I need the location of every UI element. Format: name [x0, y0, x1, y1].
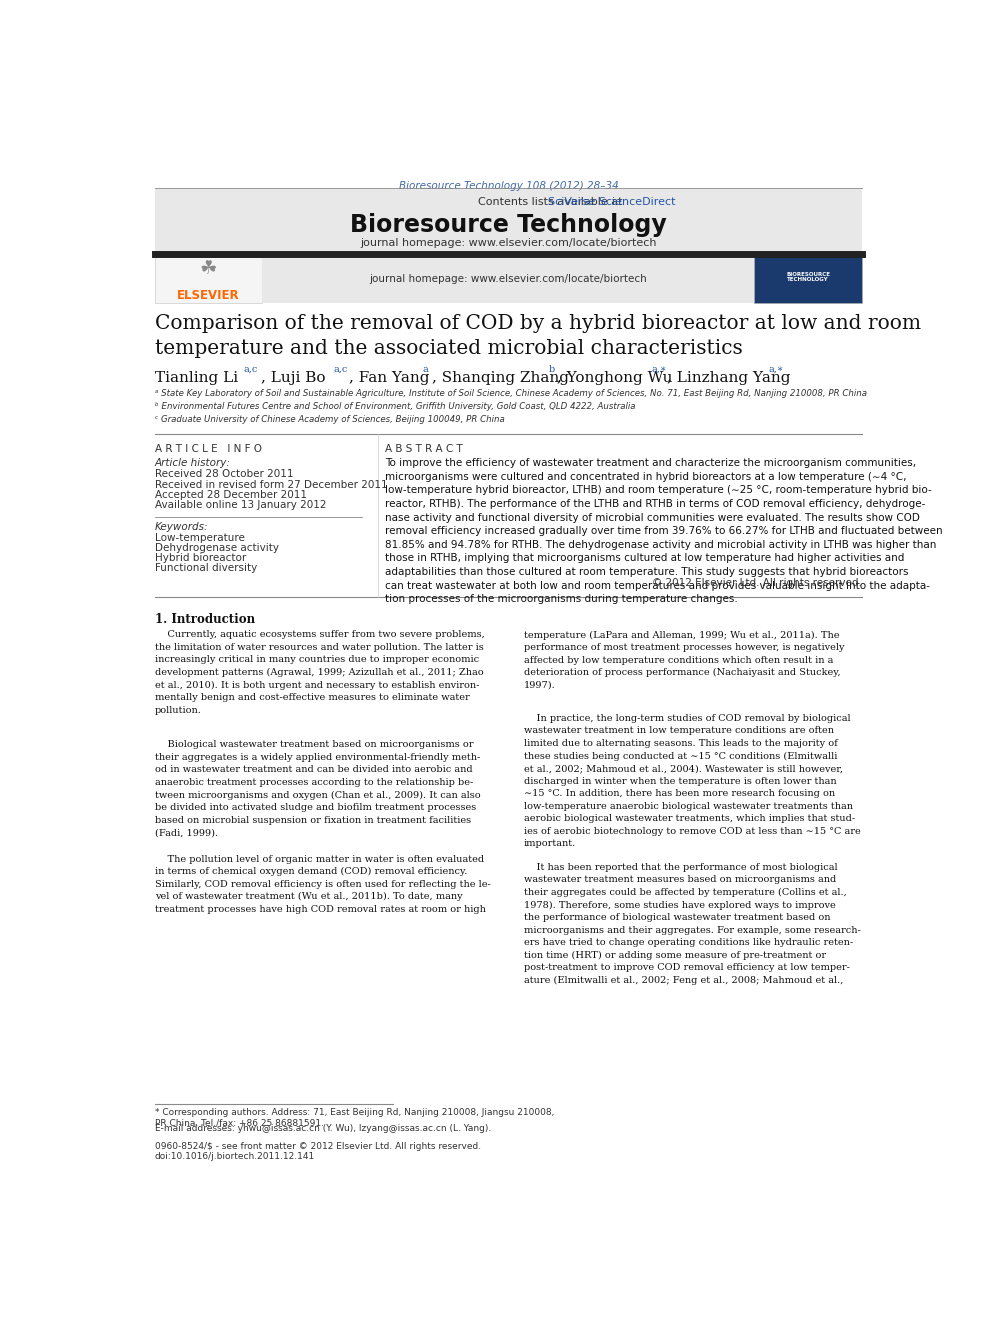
- Text: Low-temperature: Low-temperature: [155, 533, 245, 542]
- Text: 0960-8524/$ - see front matter © 2012 Elsevier Ltd. All rights reserved.
doi:10.: 0960-8524/$ - see front matter © 2012 El…: [155, 1142, 481, 1162]
- Text: E-mail addresses: yhwu@issas.ac.cn (Y. Wu), lzyang@issas.ac.cn (L. Yang).: E-mail addresses: yhwu@issas.ac.cn (Y. W…: [155, 1125, 491, 1134]
- Text: ELSEVIER: ELSEVIER: [178, 288, 240, 302]
- Text: , Shanqing Zhang: , Shanqing Zhang: [432, 370, 568, 385]
- Text: ᶜ Graduate University of Chinese Academy of Sciences, Beijing 100049, PR China: ᶜ Graduate University of Chinese Academy…: [155, 415, 505, 425]
- Text: , Luji Bo: , Luji Bo: [261, 370, 325, 385]
- Text: , Yonghong Wu: , Yonghong Wu: [557, 370, 673, 385]
- Text: a,∗: a,∗: [652, 365, 667, 373]
- FancyBboxPatch shape: [262, 254, 755, 303]
- Text: Contents lists available at: Contents lists available at: [478, 197, 626, 208]
- Text: Received 28 October 2011: Received 28 October 2011: [155, 470, 294, 479]
- Text: Biological wastewater treatment based on microorganisms or
their aggregates is a: Biological wastewater treatment based on…: [155, 741, 480, 837]
- Text: , Linzhang Yang: , Linzhang Yang: [667, 370, 791, 385]
- Text: a: a: [423, 365, 428, 373]
- Text: ☘: ☘: [199, 259, 217, 278]
- Text: © 2012 Elsevier Ltd. All rights reserved.: © 2012 Elsevier Ltd. All rights reserved…: [652, 578, 862, 589]
- Text: ᵇ Environmental Futures Centre and School of Environment, Griffith University, G: ᵇ Environmental Futures Centre and Schoo…: [155, 402, 635, 411]
- Text: a,c: a,c: [334, 365, 348, 373]
- Text: A R T I C L E   I N F O: A R T I C L E I N F O: [155, 445, 262, 454]
- Text: Article history:: Article history:: [155, 458, 230, 468]
- Text: journal homepage: www.elsevier.com/locate/biortech: journal homepage: www.elsevier.com/locat…: [360, 238, 657, 249]
- Text: A B S T R A C T: A B S T R A C T: [386, 445, 463, 454]
- Text: * Corresponding authors. Address: 71, East Beijing Rd, Nanjing 210008, Jiangsu 2: * Corresponding authors. Address: 71, Ea…: [155, 1109, 555, 1127]
- FancyBboxPatch shape: [155, 254, 262, 303]
- Text: 1. Introduction: 1. Introduction: [155, 613, 255, 626]
- Text: In practice, the long-term studies of COD removal by biological
wastewater treat: In practice, the long-term studies of CO…: [524, 714, 860, 848]
- Text: To improve the efficiency of wastewater treatment and characterize the microorga: To improve the efficiency of wastewater …: [386, 458, 943, 605]
- FancyBboxPatch shape: [155, 189, 862, 253]
- Text: Bioresource Technology 108 (2012) 28–34: Bioresource Technology 108 (2012) 28–34: [399, 181, 618, 191]
- Text: Comparison of the removal of COD by a hybrid bioreactor at low and room
temperat: Comparison of the removal of COD by a hy…: [155, 314, 921, 357]
- Text: b: b: [550, 365, 556, 373]
- Text: Available online 13 January 2012: Available online 13 January 2012: [155, 500, 326, 511]
- Text: Bioresource Technology: Bioresource Technology: [350, 213, 667, 237]
- Text: SciVerse ScienceDirect: SciVerse ScienceDirect: [549, 197, 676, 208]
- Text: Received in revised form 27 December 2011: Received in revised form 27 December 201…: [155, 480, 388, 490]
- Text: Functional diversity: Functional diversity: [155, 564, 257, 573]
- Text: temperature (LaPara and Alleman, 1999; Wu et al., 2011a). The
performance of mos: temperature (LaPara and Alleman, 1999; W…: [524, 631, 844, 689]
- Text: Keywords:: Keywords:: [155, 523, 208, 532]
- Text: Tianling Li: Tianling Li: [155, 370, 238, 385]
- Text: , Fan Yang: , Fan Yang: [349, 370, 430, 385]
- Text: The pollution level of organic matter in water is often evaluated
in terms of ch: The pollution level of organic matter in…: [155, 855, 490, 914]
- FancyBboxPatch shape: [755, 254, 862, 303]
- Text: Dehydrogenase activity: Dehydrogenase activity: [155, 542, 279, 553]
- Text: It has been reported that the performance of most biological
wastewater treatmen: It has been reported that the performanc…: [524, 863, 860, 984]
- Text: BIORESOURCE
TECHNOLOGY: BIORESOURCE TECHNOLOGY: [787, 271, 830, 282]
- Text: ᵃ State Key Laboratory of Soil and Sustainable Agriculture, Institute of Soil Sc: ᵃ State Key Laboratory of Soil and Susta…: [155, 389, 867, 398]
- Text: Currently, aquatic ecosystems suffer from two severe problems,
the limitation of: Currently, aquatic ecosystems suffer fro…: [155, 631, 484, 714]
- Text: Accepted 28 December 2011: Accepted 28 December 2011: [155, 490, 307, 500]
- Text: a,c: a,c: [243, 365, 258, 373]
- Text: journal homepage: www.elsevier.com/locate/biortech: journal homepage: www.elsevier.com/locat…: [370, 274, 647, 284]
- Text: a,∗: a,∗: [768, 365, 784, 373]
- Text: Hybrid bioreactor: Hybrid bioreactor: [155, 553, 246, 564]
